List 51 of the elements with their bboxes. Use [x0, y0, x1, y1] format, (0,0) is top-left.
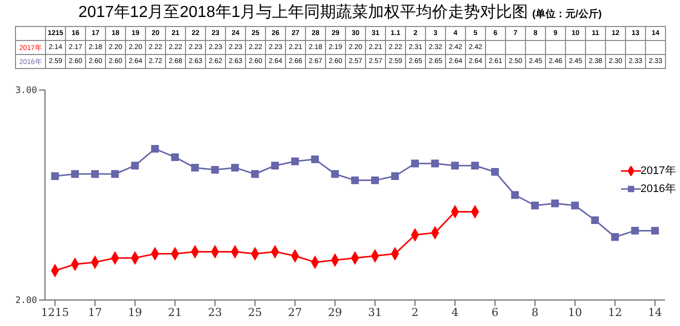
- category-label: 31: [368, 306, 382, 319]
- point: [491, 168, 499, 176]
- y-tick-label: 3.00: [15, 86, 37, 96]
- point: [151, 144, 159, 153]
- point: [411, 160, 419, 168]
- point: [171, 153, 179, 162]
- category-label: 23: [208, 306, 222, 319]
- point: [591, 216, 599, 224]
- category-label: 29: [328, 306, 342, 319]
- point: [271, 162, 279, 170]
- point: [511, 191, 519, 199]
- chart-title: 2017年12月至2018年1月与上年同期蔬菜加权平均价走势对比图: [78, 4, 528, 21]
- point: [611, 233, 619, 241]
- y-tick-label: 2.00: [15, 296, 37, 306]
- point: [471, 162, 479, 170]
- point: [111, 170, 119, 178]
- point: [131, 162, 139, 170]
- point: [651, 226, 659, 235]
- category-label: 17: [88, 306, 102, 319]
- category-label: 25: [248, 306, 262, 319]
- category-label: 1215: [41, 306, 69, 319]
- point: [391, 172, 399, 180]
- point: [351, 176, 359, 184]
- category-label: 21: [168, 306, 182, 319]
- point: [531, 202, 539, 210]
- point: [431, 160, 439, 168]
- point: [51, 172, 59, 180]
- point: [211, 166, 219, 174]
- category-label: 8: [532, 306, 538, 319]
- category-label: 10: [568, 306, 582, 319]
- chart-subtitle: (单位：元/公斤): [532, 9, 602, 20]
- category-label: 12: [608, 306, 622, 319]
- point: [371, 176, 379, 184]
- category-label: 19: [128, 306, 142, 319]
- point: [291, 158, 299, 166]
- point: [311, 155, 319, 164]
- category-label: 14: [648, 306, 662, 319]
- point: [451, 162, 459, 170]
- category-label: 6: [492, 306, 498, 319]
- point: [191, 164, 199, 172]
- point: [71, 170, 79, 178]
- point: [551, 200, 559, 208]
- point: [631, 226, 639, 235]
- point: [91, 170, 99, 178]
- point: [231, 164, 239, 172]
- legend-label: 2017年: [640, 164, 676, 178]
- point: [571, 202, 579, 210]
- category-label: 27: [288, 306, 302, 319]
- point: [331, 170, 339, 178]
- legend-label: 2016年: [640, 182, 676, 196]
- point: [251, 170, 259, 178]
